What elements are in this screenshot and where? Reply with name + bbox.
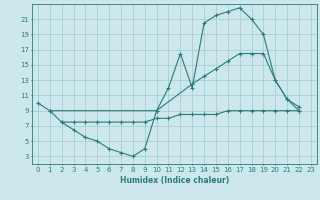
X-axis label: Humidex (Indice chaleur): Humidex (Indice chaleur) — [120, 176, 229, 185]
